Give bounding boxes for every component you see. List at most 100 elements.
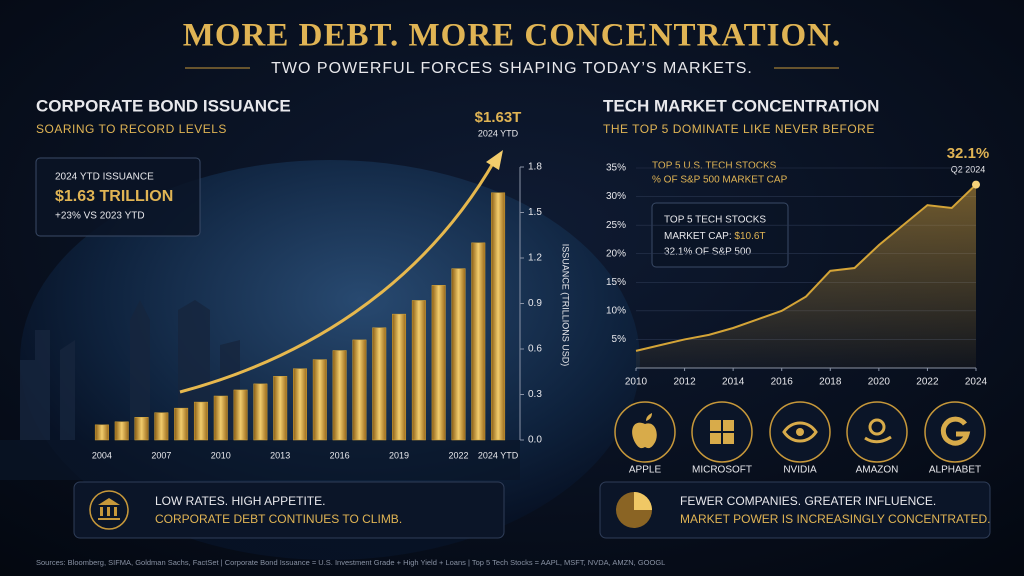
y-axis-label: ISSUANCE (TRILLIONS USD) xyxy=(561,244,571,367)
pie-icon-slice xyxy=(634,492,652,510)
x-tick-label: 2019 xyxy=(389,450,409,460)
apple-glyph xyxy=(632,413,657,449)
callout-line: 32.1% OF S&P 500 xyxy=(664,247,752,258)
bar xyxy=(392,313,407,441)
microsoft-glyph xyxy=(710,420,721,431)
bank-icon xyxy=(89,490,129,530)
bar xyxy=(193,401,208,441)
logo-ring xyxy=(846,401,908,463)
end-value: 32.1% xyxy=(947,145,990,162)
company-name: MICROSOFT xyxy=(692,465,752,476)
x-tick-label: 2013 xyxy=(270,450,290,460)
google-glyph xyxy=(940,416,971,446)
chart-subtitle: SOARING TO RECORD LEVELS xyxy=(36,122,227,136)
x-tick-label: 2004 xyxy=(92,450,112,460)
area xyxy=(636,184,976,368)
series-label: TOP 5 U.S. TECH STOCKS xyxy=(652,161,777,172)
bar xyxy=(312,359,327,441)
end-point xyxy=(972,180,980,189)
note-box xyxy=(73,481,505,539)
note-box xyxy=(599,481,991,539)
x-tick-label: 2018 xyxy=(819,377,842,388)
end-label: Q2 2024 xyxy=(951,164,986,174)
microsoft-glyph xyxy=(710,433,721,444)
bar xyxy=(372,327,387,441)
bar xyxy=(451,268,466,441)
nvidia-glyph xyxy=(796,428,804,436)
nvidia-glyph xyxy=(782,421,818,443)
bar xyxy=(293,368,307,441)
y-tick-label: 1.8 xyxy=(528,162,542,173)
microsoft-glyph xyxy=(723,433,734,444)
title: MORE DEBT. MORE CONCENTRATION. xyxy=(183,18,842,54)
y-tick-label: 0.6 xyxy=(528,344,542,355)
callout-value: $1.63 TRILLION xyxy=(55,188,173,205)
x-tick-label: 2010 xyxy=(625,377,648,388)
bar xyxy=(411,300,426,441)
x-tick-label: 2024 xyxy=(965,377,988,388)
note-line: MARKET POWER IS INCREASINGLY CONCENTRATE… xyxy=(680,512,991,526)
amazon-glyph xyxy=(864,435,892,444)
logo-glyphs xyxy=(632,413,971,449)
y-tick-label: 25% xyxy=(606,220,626,231)
x-tick-label: 2010 xyxy=(211,450,231,460)
note-line: FEWER COMPANIES. GREATER INFLUENCE. xyxy=(680,494,936,508)
callout-box xyxy=(651,202,789,268)
company-name: NVIDIA xyxy=(783,465,817,476)
note-line: LOW RATES. HIGH APPETITE. xyxy=(155,494,325,508)
chart-title: CORPORATE BOND ISSUANCE xyxy=(36,96,291,115)
bar xyxy=(114,421,129,441)
company-name: AMAZON xyxy=(856,465,899,476)
amazon-glyph xyxy=(868,418,886,436)
callout-line: TOP 5 TECH STOCKS xyxy=(664,215,766,226)
x-tick-label: 2024 YTD xyxy=(478,450,519,460)
y-tick-label: 1.2 xyxy=(528,253,542,264)
y-tick-label: 35% xyxy=(606,163,626,174)
microsoft-glyph xyxy=(723,420,734,431)
x-tick-label: 2014 xyxy=(722,377,745,388)
callout-value: $10.6T xyxy=(734,231,765,242)
footer: Sources: Bloomberg, SIFMA, Goldman Sachs… xyxy=(36,558,665,567)
chart-title: TECH MARKET CONCENTRATION xyxy=(603,96,879,115)
arrow-head xyxy=(486,150,503,170)
bar xyxy=(134,417,149,441)
bar xyxy=(431,285,446,441)
bar xyxy=(233,389,248,441)
bank-glyph xyxy=(98,498,120,520)
x-tick-label: 2007 xyxy=(151,450,171,460)
trend-arrow xyxy=(179,159,497,394)
y-tick-label: 10% xyxy=(606,305,626,316)
x-tick-label: 2020 xyxy=(868,377,891,388)
bar xyxy=(332,350,347,441)
series-label: % OF S&P 500 MARKET CAP xyxy=(652,175,788,186)
bar xyxy=(154,412,169,441)
x-tick-label: 2016 xyxy=(771,377,794,388)
bar xyxy=(273,376,288,441)
bar xyxy=(352,339,367,441)
note-line: CORPORATE DEBT CONTINUES TO CLIMB. xyxy=(155,512,402,526)
x-tick-label: 2022 xyxy=(448,450,468,460)
y-tick-label: 30% xyxy=(606,191,626,202)
bar xyxy=(253,383,268,441)
chart-subtitle: THE TOP 5 DOMINATE LIKE NEVER BEFORE xyxy=(603,122,875,136)
bar xyxy=(491,192,506,441)
peak-value: $1.63T xyxy=(475,109,522,126)
callout-box xyxy=(35,157,201,237)
x-tick-label: 2012 xyxy=(673,377,696,388)
bar xyxy=(471,242,486,441)
logo-ring xyxy=(924,401,986,463)
company-name: APPLE xyxy=(629,465,662,476)
callout-change: +23% VS 2023 YTD xyxy=(55,211,145,222)
water xyxy=(0,440,520,480)
peak-label: 2024 YTD xyxy=(478,128,519,138)
logo-ring xyxy=(691,401,753,463)
callout-label: MARKET CAP: xyxy=(664,231,732,242)
y-tick-label: 0.0 xyxy=(528,435,542,446)
line xyxy=(635,183,977,352)
callout-line: MARKET CAP: $10.6T xyxy=(664,231,766,242)
y-tick-label: 0.3 xyxy=(528,389,542,400)
bar xyxy=(213,395,228,441)
bar xyxy=(174,407,189,441)
city-skyline xyxy=(20,300,240,440)
